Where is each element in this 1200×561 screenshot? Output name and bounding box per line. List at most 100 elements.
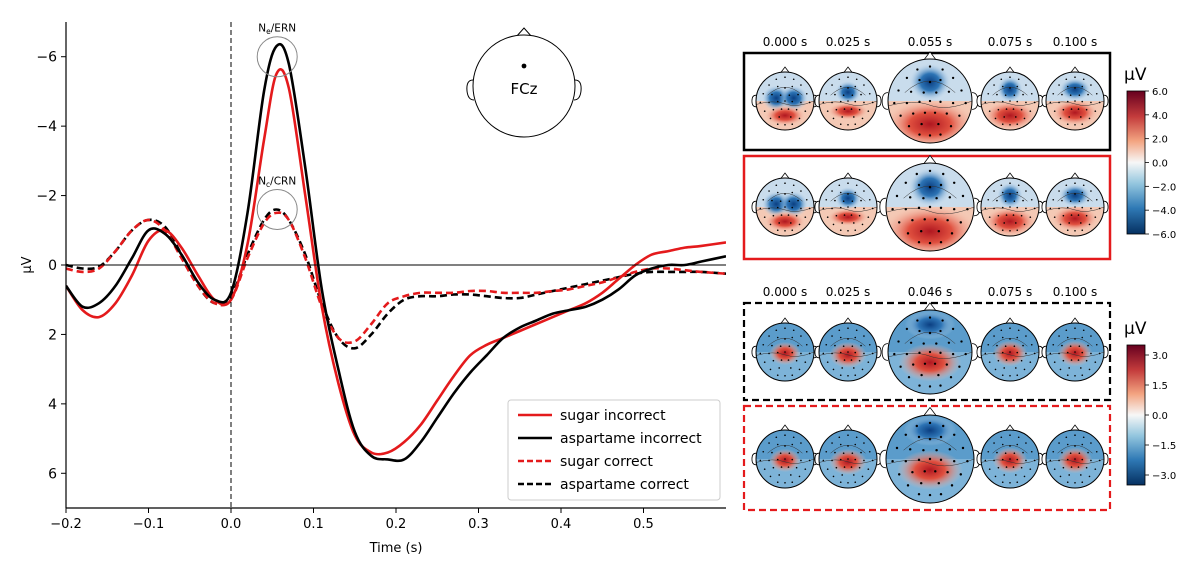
electrode-dot bbox=[860, 451, 862, 454]
peak-label-main: N bbox=[258, 23, 266, 35]
electrode-dot bbox=[800, 335, 802, 337]
electrode-dot bbox=[1012, 214, 1015, 216]
electrode-dot bbox=[822, 459, 825, 462]
electrode-dot bbox=[1016, 85, 1019, 88]
legend: sugar incorrect aspartame incorrect sugar … bbox=[507, 399, 721, 501]
electrode-dot bbox=[825, 198, 828, 201]
electrode-dot bbox=[871, 101, 874, 104]
electrode-dot bbox=[791, 481, 794, 484]
electrode-dot bbox=[858, 214, 861, 217]
electrode-dot bbox=[1016, 336, 1019, 339]
head-outline bbox=[818, 177, 878, 237]
electrode-dot bbox=[835, 214, 838, 217]
electrode-dot bbox=[1033, 101, 1036, 104]
electrode-dot bbox=[831, 442, 833, 444]
electrode-dot bbox=[1005, 466, 1008, 468]
topomaps-incorrect: 0.000 s 0.025 s 0.055 s 0.075 s 0.100 s bbox=[742, 35, 1112, 261]
electrode-dot bbox=[851, 452, 854, 455]
electrode-dot bbox=[1081, 85, 1084, 88]
electrode-dot bbox=[868, 198, 871, 201]
electrode-dot bbox=[909, 341, 913, 344]
electrode-dot bbox=[939, 183, 943, 187]
electrode-dot bbox=[832, 117, 835, 120]
electrode-dot bbox=[941, 319, 944, 322]
electrode-dot bbox=[780, 359, 783, 361]
electrode-dot bbox=[951, 327, 955, 331]
electrode-dot bbox=[851, 200, 854, 203]
electrode-dot bbox=[863, 207, 865, 210]
electrode-dot bbox=[1081, 481, 1084, 484]
head-ear-left bbox=[1041, 94, 1047, 108]
scalp-topomap bbox=[814, 317, 882, 382]
electrode-dot bbox=[789, 367, 792, 369]
electrode-dot bbox=[1090, 84, 1092, 86]
electrode-dot bbox=[911, 470, 914, 474]
electrode-dot bbox=[905, 76, 909, 80]
electrode-dot bbox=[791, 336, 794, 339]
field-blob bbox=[827, 102, 869, 120]
electrode-dot bbox=[805, 92, 808, 95]
electrode-dot bbox=[839, 458, 842, 461]
electrode-dot bbox=[804, 361, 807, 363]
electrode-dot bbox=[920, 373, 923, 377]
electrode-dot bbox=[1029, 361, 1032, 363]
topo-row-border-sugar-incorrect bbox=[742, 51, 1112, 152]
colorbar-tick-label: 0.0 bbox=[1152, 159, 1168, 170]
electrode-dot bbox=[1087, 344, 1089, 347]
electrode-dot bbox=[1000, 184, 1003, 187]
electrode-dot bbox=[847, 338, 849, 340]
electrode-dot bbox=[987, 450, 990, 453]
field-blob bbox=[888, 98, 972, 143]
electrode-dot bbox=[996, 344, 998, 347]
electrode-dot bbox=[1058, 442, 1060, 444]
colorbar-tick-label: −6.0 bbox=[1152, 230, 1176, 241]
electrode-dot bbox=[1053, 361, 1056, 363]
electrode-dot bbox=[867, 468, 870, 470]
electrode-dot bbox=[996, 451, 998, 454]
electrode-dot bbox=[895, 446, 899, 450]
electrode-dot bbox=[863, 459, 865, 462]
electrode-dot bbox=[948, 448, 952, 451]
electrode-dot bbox=[792, 436, 795, 439]
electrode-dot bbox=[805, 343, 808, 346]
electrode-dot bbox=[759, 101, 762, 104]
electrode-dot bbox=[1013, 345, 1016, 348]
electrode-dot bbox=[798, 368, 801, 371]
electrode-dot bbox=[1065, 78, 1068, 81]
head-ear-left bbox=[814, 200, 820, 214]
electrode-dot bbox=[831, 84, 833, 86]
electrode-dot bbox=[851, 94, 854, 97]
electrode-dot bbox=[1009, 229, 1011, 232]
colorbar-tick-label: 6.0 bbox=[1152, 87, 1168, 98]
electrode-dot bbox=[1081, 100, 1084, 103]
electrode-dot bbox=[854, 351, 857, 354]
electrode-dot bbox=[899, 365, 902, 368]
electrode-dot bbox=[847, 374, 849, 377]
electrode-dot bbox=[1009, 445, 1011, 447]
electrode-dot bbox=[839, 206, 842, 209]
contour-line bbox=[756, 100, 814, 106]
electrode-dot bbox=[939, 458, 943, 462]
electrode-dot bbox=[1070, 359, 1073, 361]
y-tick-label: 0 bbox=[48, 258, 57, 274]
electrode-dot bbox=[1074, 206, 1076, 208]
scalp-topomap bbox=[751, 66, 819, 131]
electrode-dot bbox=[1009, 338, 1011, 340]
legend-label: aspartame correct bbox=[560, 477, 689, 493]
electrode-dot bbox=[1014, 222, 1017, 224]
electrode-dot bbox=[1022, 93, 1024, 96]
electrode-dot bbox=[1009, 123, 1011, 126]
electrode-dot bbox=[1074, 193, 1076, 195]
electrode-dot bbox=[1068, 367, 1071, 369]
electrode-dot bbox=[939, 78, 942, 82]
electrode-dot bbox=[997, 214, 1000, 217]
electrode-dot bbox=[934, 218, 937, 221]
electrode-dot bbox=[1001, 85, 1004, 88]
electrode-dot bbox=[854, 123, 857, 126]
electrode-dot bbox=[1081, 206, 1084, 209]
electrode-dot bbox=[791, 123, 794, 126]
electrode-dot bbox=[935, 196, 938, 200]
electrode-dot bbox=[1094, 110, 1097, 112]
head-ear-right bbox=[876, 94, 882, 108]
electrode-dot bbox=[1009, 206, 1011, 208]
